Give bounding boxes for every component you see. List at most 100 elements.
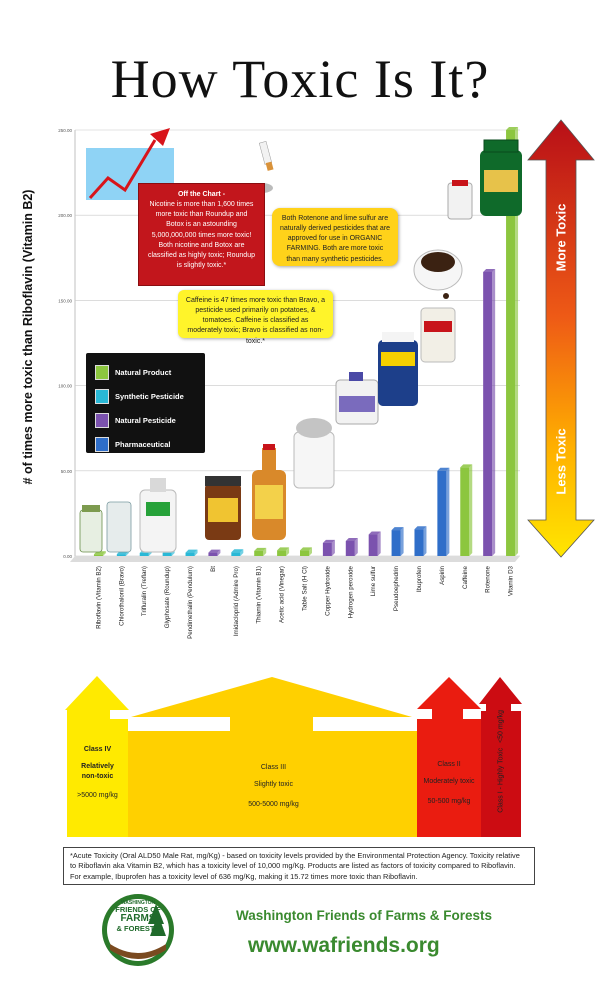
plot-floor [70, 556, 520, 562]
legend-swatch [95, 412, 109, 428]
legend-item-natural-pesticide: Natural Pesticide [95, 409, 205, 431]
class-ii-range: 50-500 mg/kg [427, 797, 471, 805]
class-ii-shape [417, 677, 481, 837]
bar-top [506, 127, 519, 130]
x-tick-label: Lime sulfur [370, 566, 377, 596]
x-tick-label: Riboflavin (Vitamin B2) [95, 566, 102, 629]
legend-swatch [95, 388, 109, 404]
toxicity-arrow [527, 119, 595, 558]
bar [506, 130, 516, 556]
legend-label: Pharmaceutical [115, 439, 171, 449]
class-ii-label: Class II Moderately toxic 50-500 mg/kg [417, 760, 481, 806]
bar-top [437, 467, 450, 471]
bar [460, 467, 470, 556]
y-tick-label: 200.00 [58, 213, 72, 218]
bar [231, 552, 241, 556]
bar-side [492, 268, 496, 556]
bar [300, 550, 309, 556]
bar [208, 552, 218, 556]
bar-side [309, 547, 312, 556]
x-tick-label: Glyphosate (Roundup) [164, 566, 171, 628]
x-tick-label: Pendimethalin (Pendulum) [187, 566, 194, 639]
x-tick-label: Hydrogen peroxide [347, 565, 354, 618]
x-tick-label: Ibuprofen [416, 565, 423, 592]
x-tick-label: Rotenone [485, 565, 492, 592]
bar-top [208, 549, 221, 553]
less-toxic-label: Less Toxic [553, 428, 569, 495]
class-iii-label: Class III Slightly toxic 500-5000 mg/kg [128, 763, 419, 809]
logo-text: WASHINGTON FRIENDS OF FARMS & FORESTS [104, 893, 172, 933]
class-iii-shape [128, 677, 419, 837]
class-iii-range: 500-5000 mg/kg [248, 800, 299, 808]
vitamin-b2-bottle-icon [79, 505, 103, 553]
logo-line-3: FARMS [120, 913, 156, 925]
website-link[interactable]: www.wafriends.org [248, 934, 440, 957]
bar-top [368, 531, 381, 535]
legend-item-pharmaceutical: Pharmaceutical [95, 433, 205, 455]
bar-top [300, 547, 312, 551]
legend-swatch [95, 364, 109, 380]
off-chart-body: Nicotine is more than 1,600 times more t… [147, 201, 255, 269]
chart-legend: Natural Product Synthetic Pesticide Natu… [86, 353, 205, 453]
legend-item-natural-product: Natural Product [95, 361, 205, 383]
off-chart-callout: Off the Chart - Nicotine is more than 1,… [138, 183, 265, 286]
bar [368, 534, 378, 556]
x-tick-label: Trifluralin (Treflan) [141, 566, 148, 616]
page-title: How Toxic Is It? [110, 49, 490, 109]
bar-top [277, 547, 290, 551]
vinegar-bottle-icon [252, 444, 286, 540]
x-tick-label: Table Salt (H Cl) [302, 566, 309, 611]
vitamin-b1-jar-icon [205, 476, 241, 540]
bar-top [322, 539, 335, 543]
x-tick-label: Bt [210, 566, 217, 572]
bar [414, 529, 424, 556]
y-tick-label: 50.00 [61, 469, 73, 474]
bar-top [483, 268, 496, 272]
coffee-cup-icon [413, 249, 463, 299]
bar-side [469, 464, 473, 556]
bar-side [194, 549, 198, 556]
vitamin-d3-bottle-icon [480, 139, 522, 216]
class-iv-desc: Relatively non-toxic [81, 763, 114, 780]
bar [93, 554, 103, 556]
bar-top [185, 549, 198, 553]
bar-side [240, 549, 244, 556]
class-iv-range: >5000 mg/kg [77, 792, 118, 800]
lime-sulfur-jug-icon [335, 372, 379, 425]
bar [437, 470, 447, 556]
bar-top [391, 527, 404, 531]
bar-side [400, 527, 404, 556]
x-tick-labels: Riboflavin (Vitamin B2) Chlorothalonil (B… [95, 565, 514, 638]
bars [93, 127, 519, 556]
y-tick-label: 150.00 [58, 298, 72, 303]
bar-top [414, 526, 427, 530]
bar [277, 550, 287, 556]
class-iv-name: Class IV [83, 746, 112, 753]
x-tick-label: Thiamin (Vitamin B1) [256, 566, 263, 624]
caffeine-callout: Caffeine is 47 times more toxic than Bra… [178, 290, 333, 345]
legend-item-synthetic-pesticide: Synthetic Pesticide [95, 385, 205, 407]
off-chart-trend-line [88, 139, 157, 200]
legend-label: Synthetic Pesticide [115, 391, 184, 401]
x-tick-label: Caffeine [462, 565, 469, 588]
x-tick-label: Acetic acid (Vinegar) [279, 566, 286, 623]
bar-side [331, 539, 335, 556]
class-i-range: <50 mg/kg [497, 710, 505, 743]
bar [483, 271, 493, 556]
y-tick-label: 0.00 [63, 554, 72, 559]
bar-side [217, 549, 221, 556]
class-ii-name: Class II [437, 761, 461, 768]
organization-name: Washington Friends of Farms & Forests [236, 908, 493, 923]
aspirin-bottle-icon [420, 307, 456, 363]
more-toxic-label: More Toxic [553, 203, 569, 272]
bar-side [263, 547, 267, 556]
x-tick-label: Imidacloprid (Admire Pro) [233, 566, 240, 636]
logo-line-4: & FORESTS [116, 923, 160, 933]
y-tick-label: 250.00 [58, 128, 72, 133]
class-iv-shape [65, 676, 129, 837]
y-tick-label: 100.00 [58, 384, 72, 389]
legend-label: Natural Pesticide [115, 415, 176, 425]
bar-side [515, 127, 519, 556]
bar-top [254, 547, 267, 551]
